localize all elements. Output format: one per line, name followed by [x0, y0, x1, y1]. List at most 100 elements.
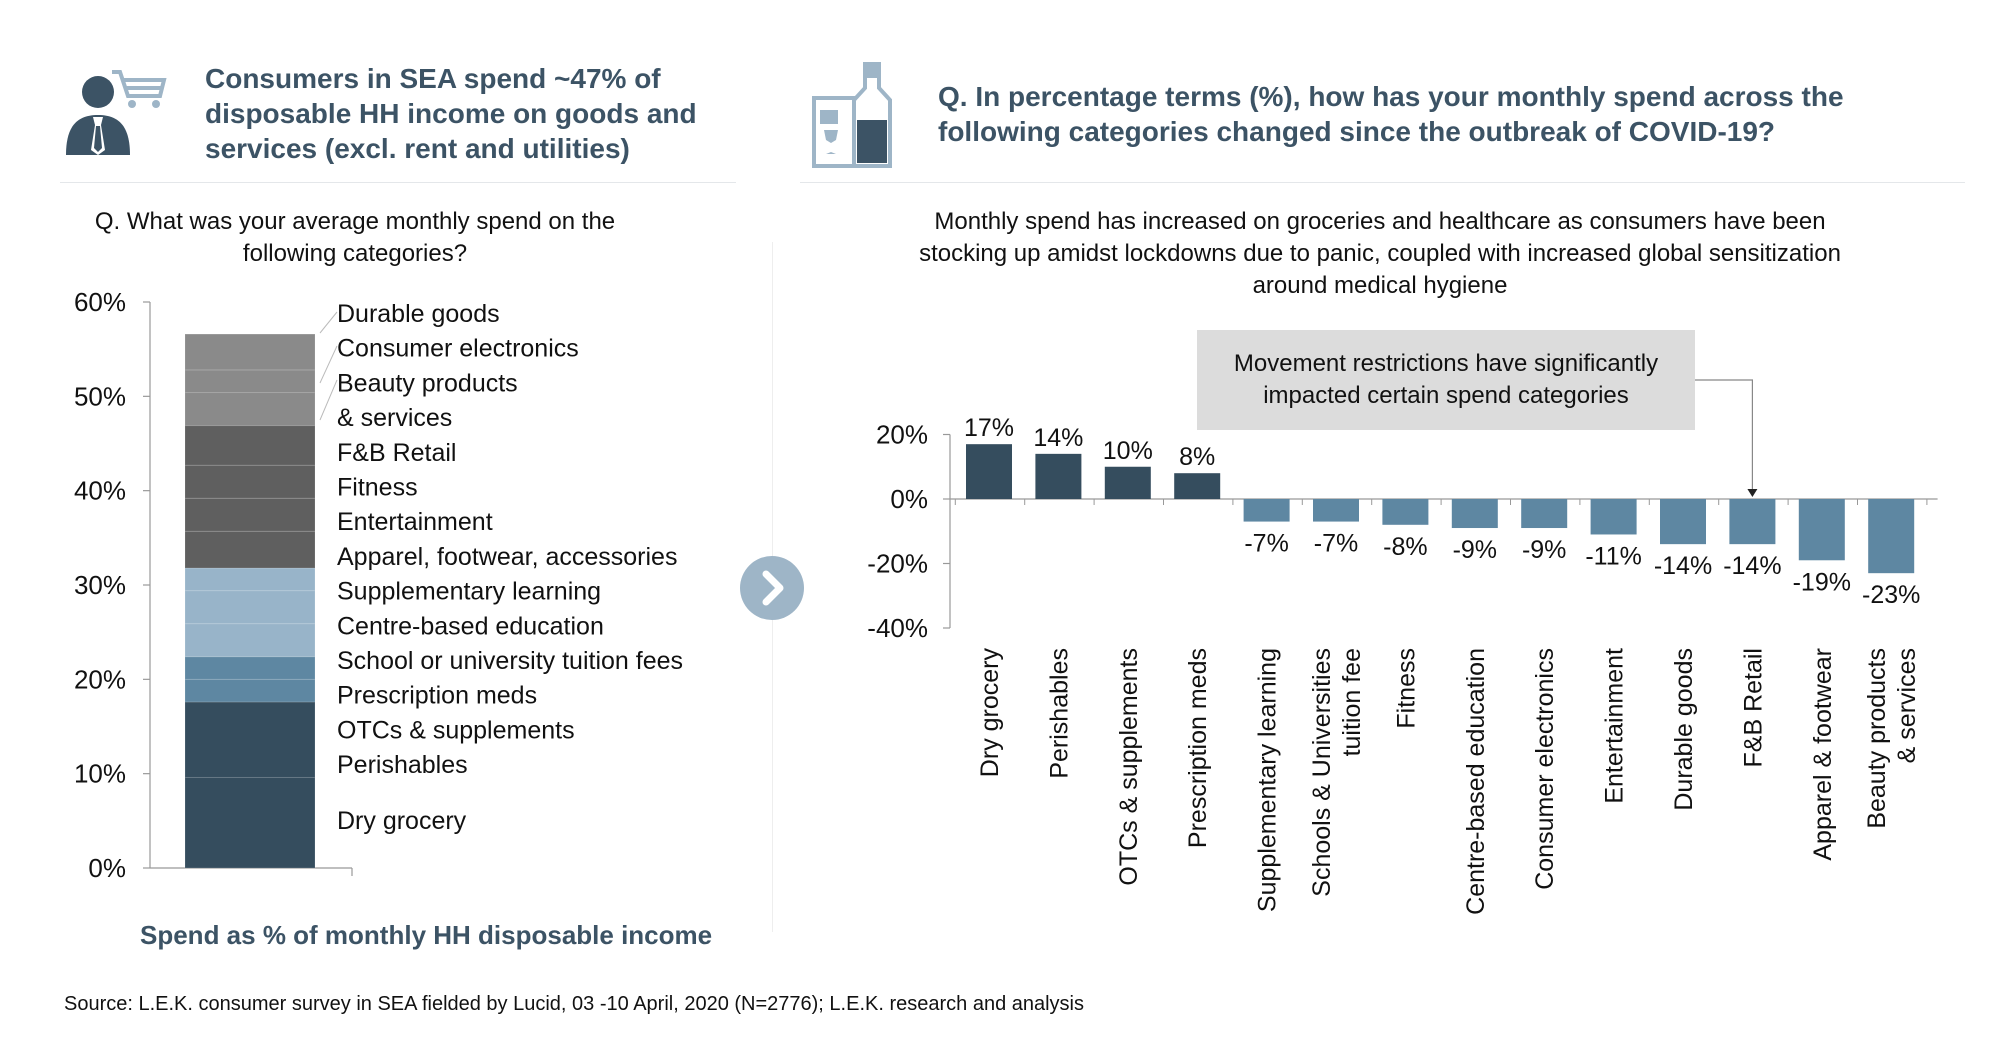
- category-label: Entertainment: [1601, 648, 1629, 804]
- bar: [966, 444, 1012, 499]
- right-question-line: around medical hygiene: [1252, 272, 1508, 299]
- category-label: Apparel & footwear: [1809, 648, 1837, 861]
- category-label: Supplementary learning: [1254, 648, 1282, 912]
- bar: [1521, 499, 1568, 529]
- bar: [1104, 466, 1151, 499]
- stack-legend-label: School or university tuition fees: [337, 647, 683, 675]
- bar: [1660, 499, 1706, 545]
- left-header-divider: [60, 182, 736, 183]
- stacked-segment: [184, 392, 316, 427]
- stacked-segment: [184, 530, 316, 569]
- category-label: Fitness: [1392, 648, 1420, 729]
- bar-value-label: 8%: [1179, 443, 1215, 471]
- right-header-title-line: following categories changed since the o…: [938, 116, 1776, 147]
- bar-value-label: -14%: [1723, 552, 1781, 580]
- left-question-line: following categories?: [242, 240, 468, 267]
- y-tick-label: 20%: [876, 420, 928, 450]
- shopper-cart-icon: [66, 70, 167, 155]
- callout-line: impacted certain spend categories: [1263, 382, 1629, 409]
- stack-legend-label: Perishables: [337, 751, 468, 779]
- stack-legend-label: Supplementary learning: [337, 578, 601, 606]
- stacked-segment: [184, 590, 316, 625]
- stacked-segment: [184, 497, 316, 532]
- movement-restrictions-callout: Movement restrictions have significantly…: [1197, 330, 1695, 430]
- category-label: Schools & Universities: [1308, 648, 1336, 897]
- stack-legend-label: Durable goods: [337, 300, 500, 328]
- next-button[interactable]: [740, 556, 804, 620]
- bar-value-label: -14%: [1654, 552, 1712, 580]
- chevron-right-icon: [762, 570, 784, 606]
- bar: [1590, 499, 1637, 535]
- category-label: Centre-based education: [1462, 648, 1490, 915]
- y-tick-label: -20%: [867, 549, 928, 579]
- right-question-line: Monthly spend has increased on groceries…: [934, 208, 1826, 235]
- stack-legend-label: & services: [337, 404, 452, 432]
- bar-value-label: -19%: [1793, 568, 1851, 596]
- bar: [1382, 499, 1429, 525]
- stack-legend-label: F&B Retail: [337, 439, 456, 467]
- left-question: Q. What was your average monthly spend o…: [60, 206, 650, 270]
- category-label: Perishables: [1045, 648, 1073, 779]
- category-label: Prescription meds: [1184, 648, 1212, 848]
- bar-value-label: -7%: [1244, 530, 1288, 558]
- right-header-divider: [800, 182, 1965, 183]
- left-header-title-line: services (excl. rent and utilities): [205, 133, 630, 164]
- bar: [1035, 453, 1082, 499]
- stacked-segment: [184, 623, 316, 658]
- stacked-segment: [184, 701, 316, 778]
- category-label: Consumer electronics: [1531, 648, 1559, 890]
- category-label: Beauty products: [1863, 648, 1891, 829]
- left-header-title-line: disposable HH income on goods and: [205, 98, 697, 129]
- y-tick-label: -40%: [867, 613, 928, 643]
- y-tick-label: 10%: [74, 759, 126, 789]
- callout-arrowhead: [1747, 489, 1758, 497]
- y-tick-label: 0%: [890, 484, 928, 514]
- stack-legend-label: Apparel, footwear, accessories: [337, 543, 677, 571]
- y-tick-label: 40%: [74, 476, 126, 506]
- bar-value-label: -11%: [1585, 542, 1642, 570]
- bar-value-label: 17%: [964, 414, 1014, 442]
- bar-value-label: -8%: [1383, 533, 1427, 561]
- right-question-line: stocking up amidst lockdowns due to pani…: [919, 240, 1841, 267]
- bar: [1729, 499, 1776, 545]
- category-label: tuition fee: [1338, 648, 1366, 756]
- source-note: Source: L.E.K. consumer survey in SEA fi…: [64, 993, 1084, 1015]
- category-label: Durable goods: [1670, 648, 1698, 811]
- bar: [1868, 499, 1915, 574]
- left-header-title-line: Consumers in SEA spend ~47% of: [205, 63, 661, 94]
- bar: [1798, 499, 1845, 561]
- stack-leader-line: [319, 345, 338, 384]
- grocery-bottle-icon: [812, 62, 892, 168]
- bar: [1243, 499, 1290, 522]
- bar: [1313, 499, 1359, 522]
- stacked-segment: [184, 425, 316, 466]
- stack-leader-line: [319, 311, 338, 334]
- right-header-title: Q. In percentage terms (%), how has your…: [938, 79, 1844, 149]
- category-label: OTCs & supplements: [1115, 648, 1143, 886]
- spend-change-chart: 20% 0% -20% -40% 17% Dry grocery 14% Perishable…: [867, 379, 1938, 915]
- stack-leader-line: [319, 379, 338, 421]
- stacked-segment: [184, 776, 316, 869]
- stack-legend-label: Fitness: [337, 474, 418, 502]
- left-header-title: Consumers in SEA spend ~47% of disposabl…: [205, 61, 697, 166]
- stack-legend-label: Centre-based education: [337, 612, 604, 640]
- left-question-line: Q. What was your average monthly spend o…: [94, 208, 616, 235]
- bar-value-label: -9%: [1522, 536, 1566, 564]
- stack-legend-label: Consumer electronics: [337, 335, 579, 363]
- bar-value-label: -7%: [1314, 530, 1358, 558]
- callout-connector: [1695, 379, 1754, 490]
- y-tick-label: 20%: [74, 664, 126, 694]
- stacked-spend-chart: 0% 10% 20% 30% 40% 50% 60% Durable goods Consume…: [74, 287, 683, 883]
- stacked-segment: [184, 567, 316, 592]
- bar-value-label: -23%: [1862, 581, 1920, 609]
- bar-value-label: 10%: [1103, 437, 1153, 465]
- left-chart-subtitle: Spend as % of monthly HH disposable inco…: [140, 920, 713, 950]
- stack-legend-label: Prescription meds: [337, 682, 537, 710]
- stack-legend-label: Dry grocery: [337, 807, 467, 835]
- right-header-title-line: Q. In percentage terms (%), how has your…: [938, 81, 1844, 112]
- stack-legend-label: OTCs & supplements: [337, 716, 575, 744]
- bar: [1174, 473, 1221, 499]
- bar-value-label: -9%: [1453, 536, 1497, 564]
- y-tick-label: 50%: [74, 381, 126, 411]
- right-question: Monthly spend has increased on groceries…: [860, 206, 1900, 302]
